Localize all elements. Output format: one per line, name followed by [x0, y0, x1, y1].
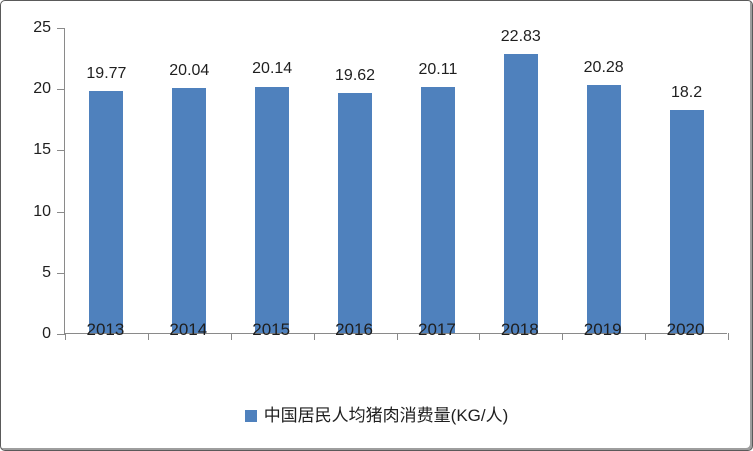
legend-swatch — [244, 410, 257, 423]
y-axis-tick — [57, 334, 65, 335]
y-axis-tick — [57, 150, 65, 152]
bar-2018[interactable] — [503, 53, 538, 333]
x-axis-label-2019: 2019 — [583, 320, 622, 339]
y-axis-tick — [57, 272, 65, 274]
x-axis-tick — [562, 333, 564, 340]
x-axis-label-2020: 2020 — [666, 320, 705, 339]
y-axis-tick — [57, 89, 65, 91]
bar-2015[interactable] — [255, 86, 290, 333]
x-axis-tick — [313, 333, 315, 340]
x-axis-label-2018: 2018 — [500, 320, 539, 339]
legend: 中国居民人均猪肉消费量(KG/人) — [1, 406, 752, 426]
bar-value-label: 19.77 — [86, 65, 127, 82]
bar-2017[interactable] — [420, 86, 455, 333]
bar-value-label: 20.28 — [583, 58, 624, 76]
legend-label: 中国居民人均猪肉消费量(KG/人) — [263, 406, 509, 425]
bar-value-label: 20.14 — [252, 60, 293, 78]
x-axis-tick — [230, 333, 232, 340]
x-axis-tick — [728, 333, 729, 340]
bar-value-label: 20.11 — [418, 60, 458, 78]
plot-area: 0 5 10 15 20 25 19.77 20.04 20.14 19.62 20.11 22.83… — [33, 20, 729, 342]
bar-value-label: 19.62 — [335, 66, 376, 84]
y-axis-tick-label: 5 — [42, 263, 51, 281]
x-axis-tick — [65, 333, 66, 340]
x-axis-label-2017: 2017 — [418, 320, 456, 339]
y-axis-tick-label: 0 — [42, 325, 51, 342]
x-axis-label-2015: 2015 — [252, 320, 291, 339]
y-axis-tick-label: 10 — [33, 202, 51, 220]
bar-2014[interactable] — [172, 87, 207, 333]
x-axis-tick — [147, 333, 149, 340]
bar-2013[interactable] — [89, 91, 124, 333]
bar-2020[interactable] — [669, 110, 704, 333]
bar-value-label: 20.04 — [169, 61, 210, 79]
x-axis-tick — [645, 333, 647, 340]
y-axis-tick — [57, 211, 65, 213]
x-axis-label-2014: 2014 — [169, 320, 208, 339]
x-axis-label-2013: 2013 — [86, 320, 125, 339]
bar-value-label: 22.83 — [500, 27, 541, 45]
y-axis-tick-label: 20 — [33, 80, 51, 98]
bar-2019[interactable] — [586, 84, 621, 333]
x-axis-tick — [396, 333, 398, 340]
y-axis-tick-label: 25 — [33, 19, 51, 36]
x-axis-tick — [479, 333, 481, 340]
x-axis-label-2016: 2016 — [335, 320, 373, 339]
bar-value-label: 18.2 — [670, 84, 703, 102]
y-axis-tick-label: 15 — [33, 141, 51, 159]
bar-2016[interactable] — [338, 92, 373, 333]
y-axis-tick — [57, 28, 65, 29]
